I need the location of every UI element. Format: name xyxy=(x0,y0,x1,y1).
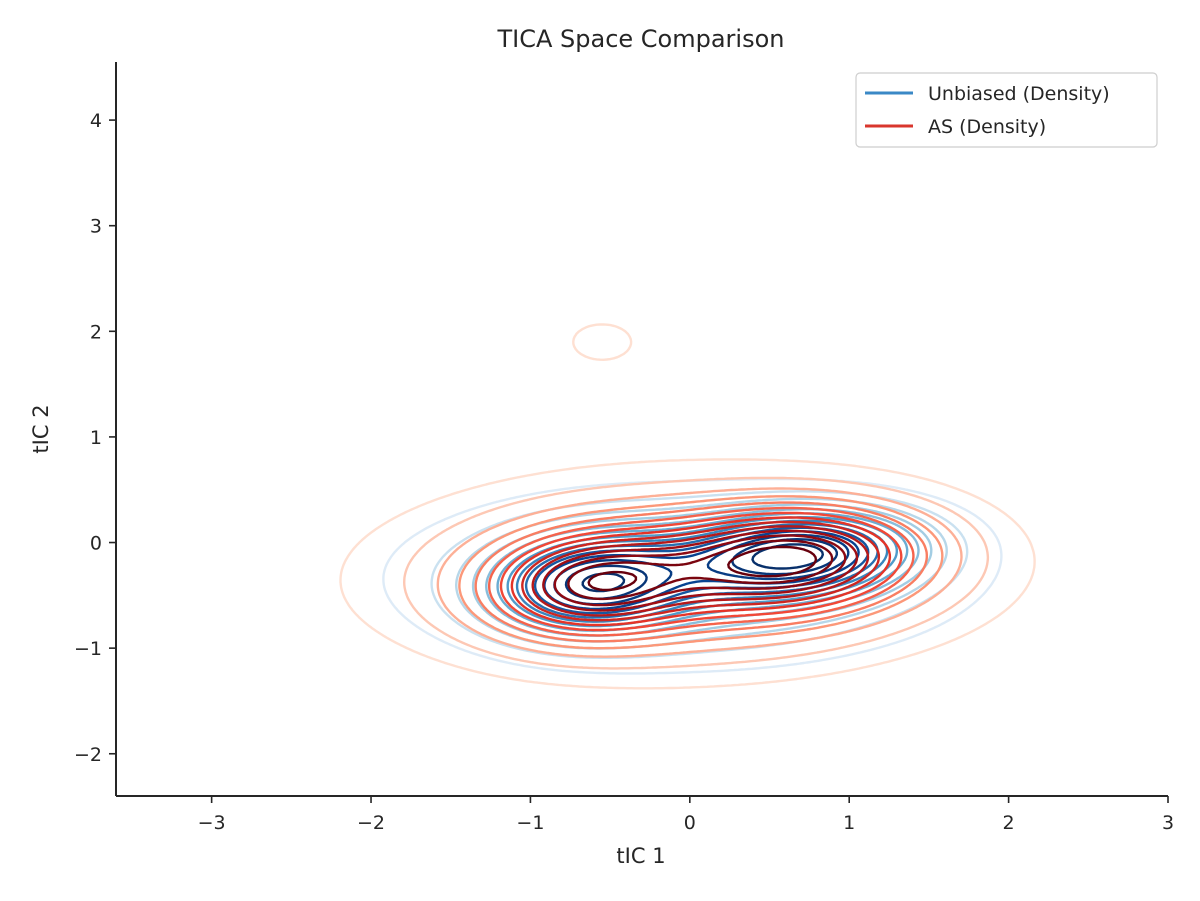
x-tick-label: 3 xyxy=(1162,812,1174,834)
x-axis-label: tIC 1 xyxy=(616,844,665,868)
y-axis-label: tIC 2 xyxy=(29,404,53,453)
contour-line xyxy=(542,529,859,612)
axes xyxy=(115,62,1168,797)
contour-series-1 xyxy=(339,323,1036,690)
y-tick-label: 3 xyxy=(90,216,102,238)
contour-line xyxy=(531,525,870,617)
x-tick-label: −3 xyxy=(198,812,226,834)
y-tick-label: −2 xyxy=(74,744,102,766)
x-tick-label: −1 xyxy=(516,812,544,834)
x-tick-label: 1 xyxy=(843,812,855,834)
legend: Unbiased (Density) AS (Density) xyxy=(855,72,1158,148)
contour-line xyxy=(339,323,1036,690)
x-tick-label: 0 xyxy=(684,812,696,834)
contour-series-0 xyxy=(382,477,1003,675)
contour-line xyxy=(474,501,928,643)
y-tick-label: 0 xyxy=(90,533,102,555)
x-tick-label: 2 xyxy=(1003,812,1015,834)
legend-box xyxy=(855,72,1158,148)
contour-line xyxy=(488,506,915,637)
contour-line xyxy=(403,476,990,670)
plot-area xyxy=(339,323,1036,690)
y-tick-label: 4 xyxy=(90,110,102,132)
contour-line xyxy=(510,516,892,627)
legend-label-as: AS (Density) xyxy=(928,116,1046,138)
x-tick-label: −2 xyxy=(357,812,385,834)
x-ticks: −3 −2 −1 0 1 2 3 xyxy=(198,796,1174,834)
legend-label-unbiased: Unbiased (Density) xyxy=(928,83,1110,105)
chart-title: TICA Space Comparison xyxy=(496,25,784,53)
y-tick-label: −1 xyxy=(74,638,102,660)
y-ticks: −2 −1 0 1 2 3 4 xyxy=(74,110,116,766)
y-tick-label: 2 xyxy=(90,321,102,343)
contour-line xyxy=(521,520,881,622)
contour-line xyxy=(553,534,847,607)
contour-line xyxy=(436,487,963,658)
y-tick-label: 1 xyxy=(90,427,102,449)
contour-line xyxy=(499,511,903,632)
contour-line xyxy=(458,495,944,650)
contour-line xyxy=(567,539,834,601)
contour-line xyxy=(587,545,818,592)
